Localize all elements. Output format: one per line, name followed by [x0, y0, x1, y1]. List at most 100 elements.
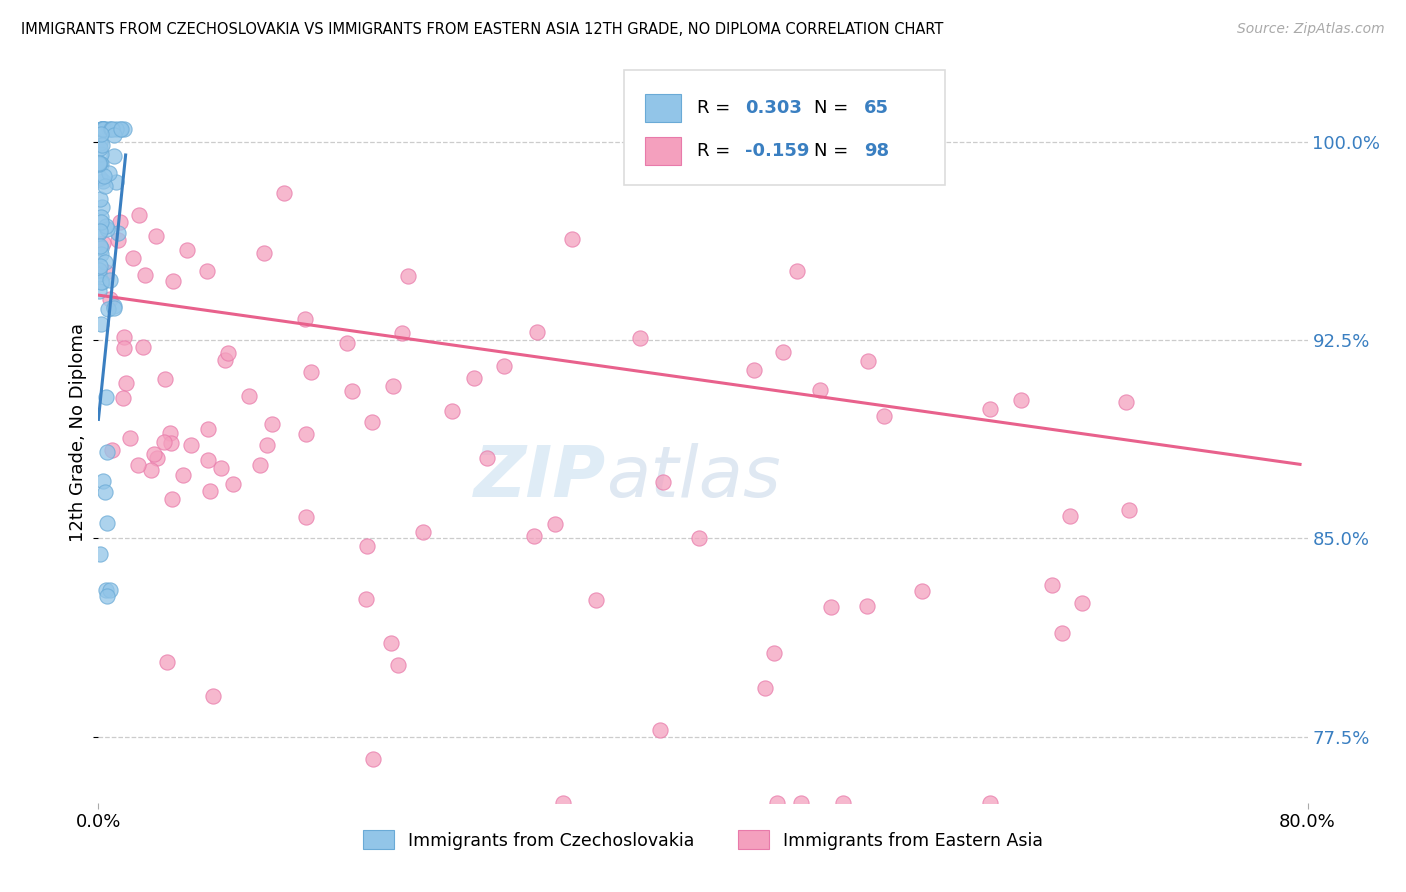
Point [96, 582, 118, 597]
Point [96, 589, 118, 603]
Point [832, 796, 855, 810]
Point [90, 276, 112, 290]
Point [396, 269, 419, 284]
Point [238, 389, 260, 403]
Point [295, 427, 318, 442]
Point [90, 121, 112, 136]
Point [201, 689, 224, 703]
Text: N =: N = [814, 142, 855, 160]
Point [387, 658, 409, 673]
Point [93, 121, 115, 136]
Point [103, 301, 125, 315]
Point [551, 796, 574, 810]
Point [492, 359, 515, 373]
Point [820, 600, 842, 615]
Point [115, 376, 138, 390]
Point [90, 215, 112, 229]
Point [342, 384, 364, 399]
Point [94, 484, 117, 499]
Point [249, 458, 271, 473]
Point [89, 239, 111, 253]
Point [526, 326, 548, 340]
Point [98, 273, 121, 287]
Point [652, 475, 675, 489]
Point [91, 121, 114, 136]
Point [110, 121, 132, 136]
Point [91, 236, 114, 251]
Point [89, 224, 111, 238]
Point [688, 531, 710, 545]
Point [856, 599, 879, 614]
Text: -0.159: -0.159 [745, 142, 810, 160]
Point [160, 491, 183, 506]
Point [90, 121, 112, 136]
Point [93, 254, 115, 268]
Point [128, 208, 150, 222]
Legend: Immigrants from Czechoslovakia, Immigrants from Eastern Asia: Immigrants from Czechoslovakia, Immigran… [363, 830, 1043, 850]
Point [440, 403, 463, 417]
Point [96, 222, 118, 236]
Point [94, 121, 117, 136]
Point [360, 415, 382, 429]
Point [217, 345, 239, 359]
Point [477, 450, 499, 465]
Point [89, 267, 111, 281]
Point [911, 583, 934, 598]
Point [97, 301, 120, 316]
Point [336, 335, 359, 350]
Point [299, 365, 322, 379]
Point [1040, 578, 1063, 592]
Point [523, 529, 546, 543]
Point [90, 246, 112, 260]
Point [155, 372, 177, 386]
Point [1118, 503, 1140, 517]
Point [89, 284, 111, 298]
Point [121, 251, 143, 265]
Point [197, 422, 219, 436]
Point [197, 453, 219, 467]
Point [89, 263, 111, 277]
Point [94, 178, 117, 193]
Point [252, 246, 274, 260]
Y-axis label: 12th Grade, No Diploma: 12th Grade, No Diploma [69, 323, 87, 542]
Point [112, 341, 135, 355]
Point [89, 156, 111, 170]
Point [94, 391, 117, 405]
Point [98, 121, 121, 136]
Point [112, 121, 135, 136]
Point [260, 417, 283, 431]
Point [89, 156, 111, 170]
Point [214, 353, 236, 368]
Point [104, 121, 127, 136]
Point [90, 157, 112, 171]
Text: ZIP: ZIP [474, 442, 606, 511]
Point [127, 458, 149, 473]
Point [356, 540, 378, 554]
Point [90, 121, 112, 136]
Point [381, 378, 404, 392]
Point [808, 384, 831, 398]
Point [361, 752, 384, 766]
Point [1115, 395, 1137, 409]
Point [294, 312, 316, 326]
Point [101, 443, 124, 458]
Point [786, 264, 808, 278]
Point [107, 226, 129, 240]
Point [108, 121, 131, 136]
Point [1059, 508, 1081, 523]
Text: R =: R = [697, 142, 735, 160]
Point [120, 432, 142, 446]
Point [89, 547, 111, 561]
Point [176, 243, 198, 257]
Text: IMMIGRANTS FROM CZECHOSLOVAKIA VS IMMIGRANTS FROM EASTERN ASIA 12TH GRADE, NO DI: IMMIGRANTS FROM CZECHOSLOVAKIA VS IMMIGR… [21, 22, 943, 37]
Point [463, 371, 485, 385]
Text: 65: 65 [863, 99, 889, 117]
Point [1010, 392, 1032, 407]
Point [90, 127, 112, 141]
Point [107, 233, 129, 247]
Point [91, 474, 114, 488]
Point [90, 138, 112, 153]
Point [141, 463, 163, 477]
Point [162, 273, 184, 287]
Point [91, 200, 114, 214]
